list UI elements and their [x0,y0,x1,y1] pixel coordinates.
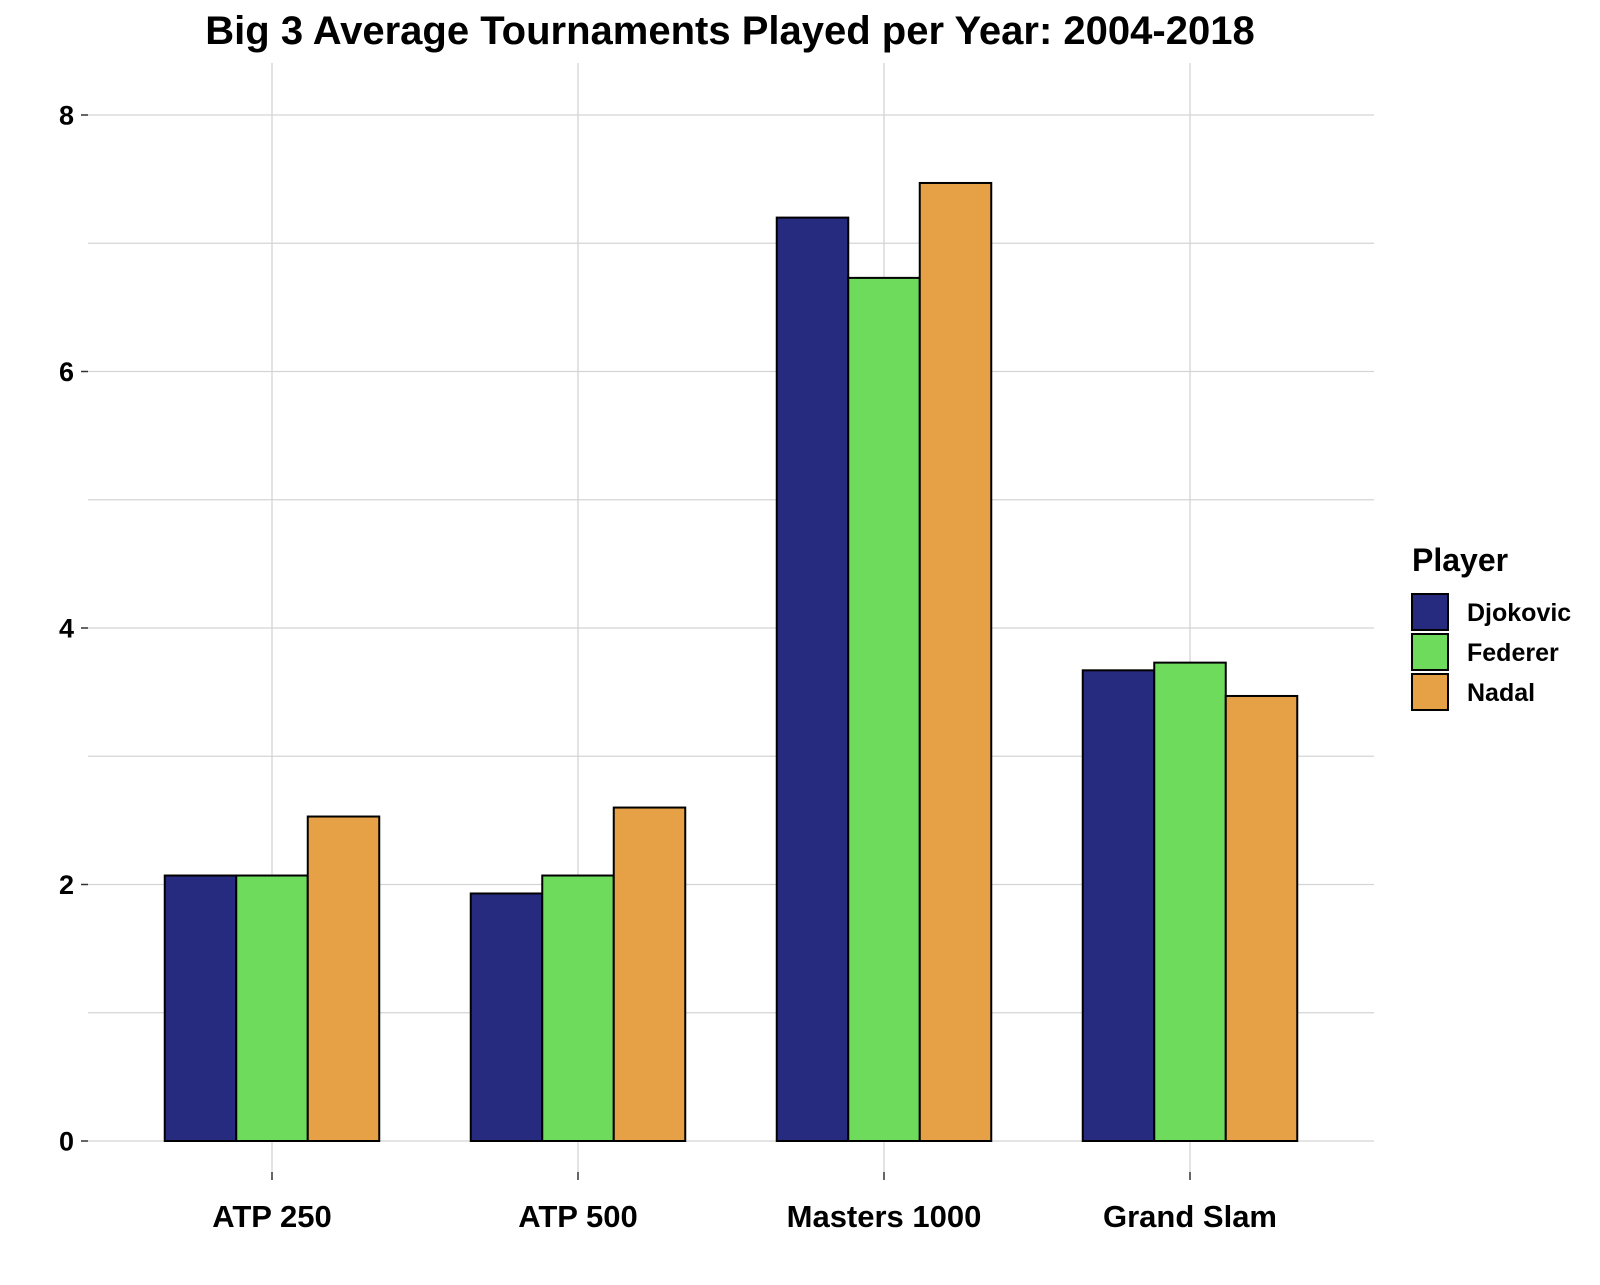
bar-federer-atp-500 [541,874,615,1143]
bar-federer-masters-1000 [847,276,921,1142]
y-tick-label: 0 [59,1127,74,1157]
y-tick-label: 8 [59,101,74,131]
bar-djokovic-atp-500 [469,892,544,1142]
bar-djokovic-grand-slam [1081,669,1156,1142]
legend-label-federer: Federer [1467,639,1559,667]
chart-title: Big 3 Average Tournaments Played per Yea… [205,9,1254,53]
bar-nadal-grand-slam [1224,694,1299,1142]
legend-key-nadal [1411,673,1449,711]
x-tick-label: Grand Slam [1103,1199,1277,1234]
legend-label-nadal: Nadal [1467,679,1535,707]
y-tick-label: 6 [59,357,74,387]
bar-nadal-atp-500 [612,806,687,1142]
bar-federer-atp-250 [235,874,309,1143]
y-tick-label: 4 [59,614,74,644]
x-tick-label: Masters 1000 [787,1199,982,1234]
y-axis: 0 2 4 6 8 [59,101,88,1157]
bar-federer-grand-slam [1153,661,1227,1142]
bar-nadal-atp-250 [306,815,381,1143]
x-tick-label: ATP 250 [212,1199,331,1234]
legend-key-djokovic [1411,593,1449,631]
legend-title: Player [1412,542,1508,578]
legend-key-federer [1411,633,1449,671]
x-axis: ATP 250 ATP 500 Masters 1000 Grand Slam [212,1172,1277,1234]
bar-djokovic-atp-250 [163,874,238,1143]
legend: Player Djokovic Federer Nadal [1411,542,1571,711]
bar-djokovic-masters-1000 [775,216,850,1143]
legend-label-djokovic: Djokovic [1467,599,1571,627]
bars [163,181,1299,1143]
x-tick-label: ATP 500 [518,1199,637,1234]
y-tick-label: 2 [59,870,74,900]
bar-nadal-masters-1000 [918,181,993,1143]
